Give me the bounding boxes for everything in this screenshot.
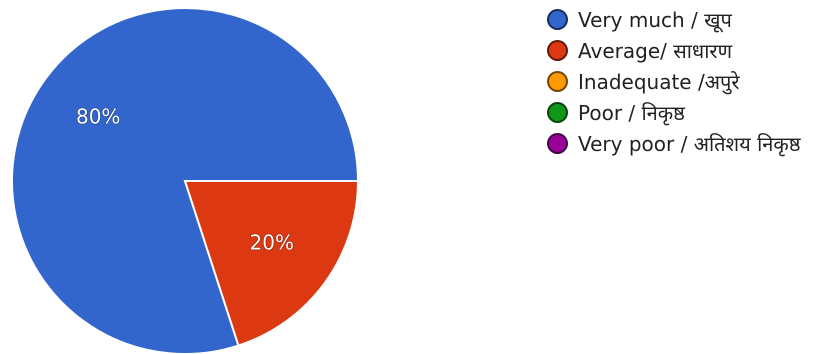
slice-label-1: 20% (250, 231, 294, 255)
legend-swatch-3 (547, 102, 568, 123)
legend-label-3: Poor / निकृष्ठ (578, 101, 685, 125)
legend-item-0: Very much / खूप (547, 4, 801, 35)
legend-item-2: Inadequate /अपुरे (547, 66, 801, 97)
legend: Very much / खूप Average/ साधारण Inadequate… (547, 4, 801, 159)
legend-item-4: Very poor / अतिशय निकृष्ठ (547, 128, 801, 159)
legend-item-1: Average/ साधारण (547, 35, 801, 66)
pie-slice-1 (183, 180, 360, 347)
legend-swatch-4 (547, 133, 568, 154)
legend-label-1: Average/ साधारण (578, 39, 733, 63)
legend-swatch-2 (547, 71, 568, 92)
legend-label-2: Inadequate /अपुरे (578, 70, 740, 94)
legend-swatch-0 (547, 9, 568, 30)
slice-label-0: 80% (76, 104, 120, 128)
legend-label-0: Very much / खूप (578, 8, 732, 32)
legend-swatch-1 (547, 40, 568, 61)
legend-label-4: Very poor / अतिशय निकृष्ठ (578, 132, 801, 156)
legend-item-3: Poor / निकृष्ठ (547, 97, 801, 128)
